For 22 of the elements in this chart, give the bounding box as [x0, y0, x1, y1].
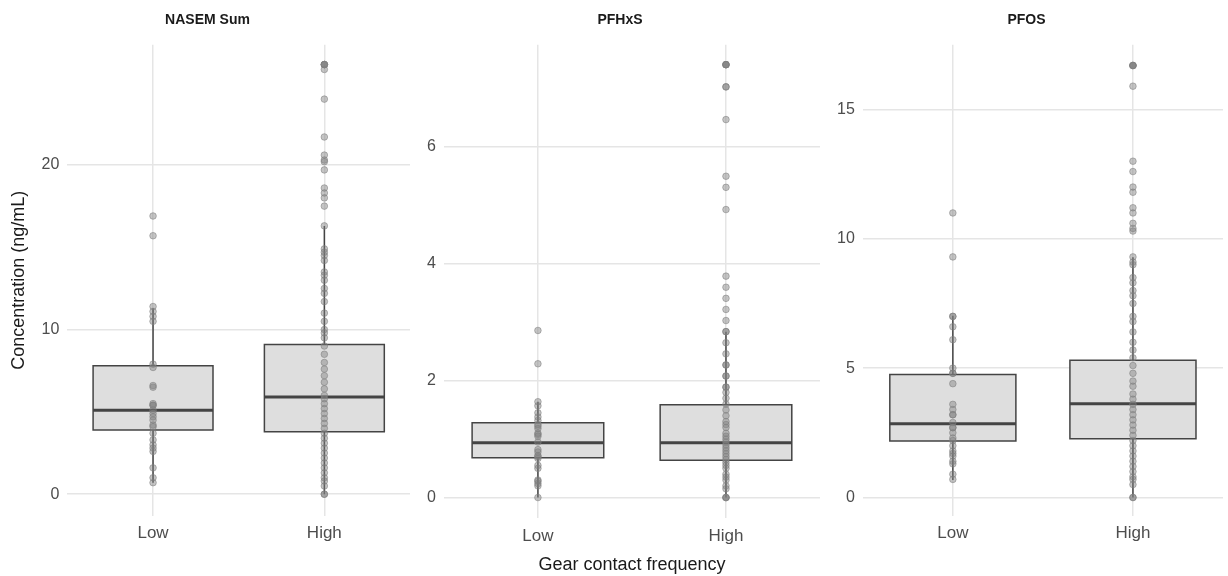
y-tick-label: 10: [837, 229, 855, 247]
y-tick-label: 15: [837, 99, 855, 117]
chart-title: PFOS: [1007, 11, 1046, 28]
x-tick-label: High: [1115, 523, 1151, 543]
x-tick-label: High: [306, 523, 342, 543]
x-tick-label: Low: [937, 523, 970, 543]
y-tick-label: 4: [426, 254, 436, 272]
chart-title: NASEM Sum: [165, 11, 250, 28]
chart-title: PFHxS: [597, 11, 643, 28]
y-tick-label: 10: [41, 319, 60, 337]
x-tick-label: Low: [522, 525, 555, 545]
y-tick-label: 2: [426, 371, 436, 389]
x-tick-label: Low: [137, 523, 170, 543]
y-tick-label: 6: [426, 137, 436, 155]
y-tick-label: 0: [426, 487, 436, 505]
y-tick-label: 0: [845, 487, 855, 505]
y-tick-label: 5: [845, 358, 855, 376]
y-tick-label: 0: [50, 484, 60, 502]
x-axis-title: Gear contact frequency: [538, 554, 726, 575]
y-tick-label: 20: [41, 155, 60, 173]
y-axis-title: Concentration (ng/mL): [7, 190, 28, 370]
x-tick-label: High: [708, 525, 744, 545]
